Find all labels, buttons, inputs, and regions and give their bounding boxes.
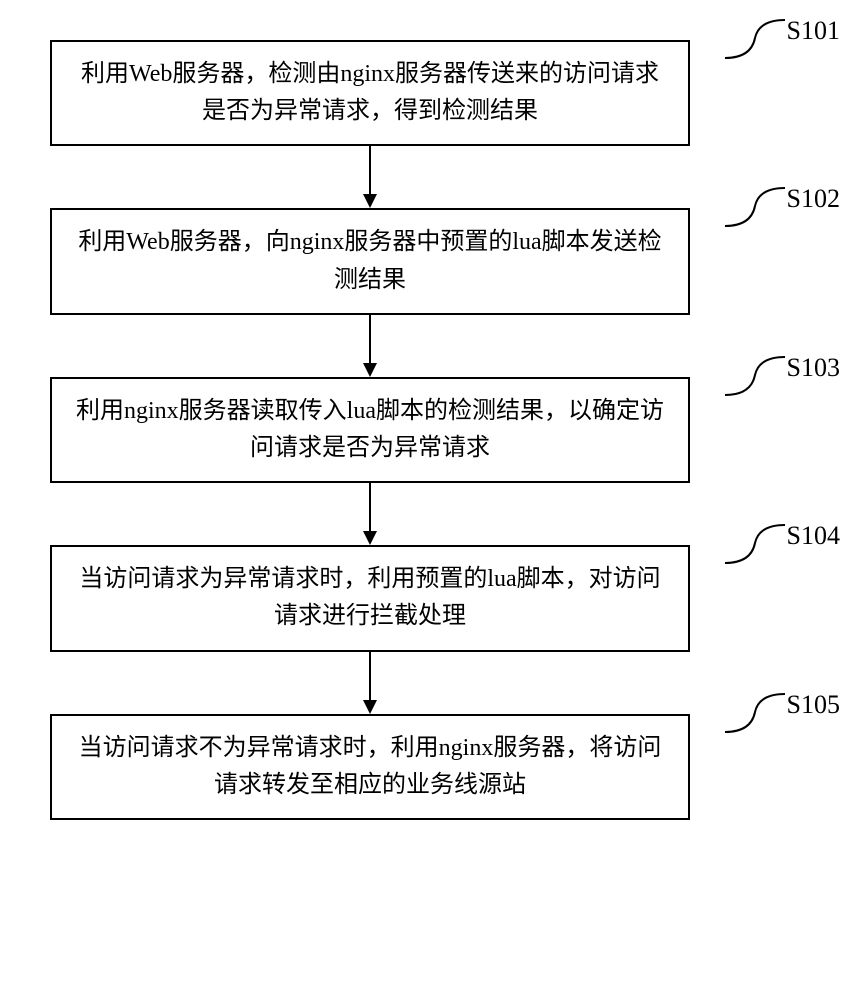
- step-box-s105: 当访问请求不为异常请求时，利用nginx服务器，将访问请求转发至相应的业务线源站: [50, 714, 690, 820]
- step-box-s104: 当访问请求为异常请求时，利用预置的lua脚本，对访问请求进行拦截处理: [50, 545, 690, 651]
- step-box-s103: 利用nginx服务器读取传入lua脚本的检测结果，以确定访问请求是否为异常请求: [50, 377, 690, 483]
- arrow-down-icon: [360, 146, 380, 208]
- step-row: 利用Web服务器，向nginx服务器中预置的lua脚本发送检测结果 S102: [20, 208, 840, 314]
- step-id-label: S104: [787, 521, 840, 551]
- step-box-s101: 利用Web服务器，检测由nginx服务器传送来的访问请求是否为异常请求，得到检测…: [50, 40, 690, 146]
- arrow-down: [50, 483, 690, 545]
- arrow-down-icon: [360, 652, 380, 714]
- connector-curve-icon: [725, 186, 785, 230]
- connector-curve-icon: [725, 355, 785, 399]
- step-id-label: S102: [787, 184, 840, 214]
- step-label-wrap: S105: [725, 692, 840, 736]
- connector-curve-icon: [725, 692, 785, 736]
- arrow-down-icon: [360, 483, 380, 545]
- step-label-wrap: S102: [725, 186, 840, 230]
- step-text: 当访问请求不为异常请求时，利用nginx服务器，将访问请求转发至相应的业务线源站: [79, 735, 662, 798]
- arrow-down: [50, 652, 690, 714]
- step-text: 当访问请求为异常请求时，利用预置的lua脚本，对访问请求进行拦截处理: [79, 566, 660, 629]
- step-row: 当访问请求为异常请求时，利用预置的lua脚本，对访问请求进行拦截处理 S104: [20, 545, 840, 651]
- step-label-wrap: S103: [725, 355, 840, 399]
- step-id-label: S103: [787, 353, 840, 383]
- arrow-down: [50, 315, 690, 377]
- step-text: 利用Web服务器，向nginx服务器中预置的lua脚本发送检测结果: [78, 229, 661, 292]
- connector-curve-icon: [725, 18, 785, 62]
- step-label-wrap: S101: [725, 18, 840, 62]
- step-row: 当访问请求不为异常请求时，利用nginx服务器，将访问请求转发至相应的业务线源站…: [20, 714, 840, 820]
- step-text: 利用nginx服务器读取传入lua脚本的检测结果，以确定访问请求是否为异常请求: [76, 398, 664, 461]
- flowchart-container: 利用Web服务器，检测由nginx服务器传送来的访问请求是否为异常请求，得到检测…: [20, 40, 840, 820]
- connector-curve-icon: [725, 523, 785, 567]
- step-row: 利用Web服务器，检测由nginx服务器传送来的访问请求是否为异常请求，得到检测…: [20, 40, 840, 146]
- step-row: 利用nginx服务器读取传入lua脚本的检测结果，以确定访问请求是否为异常请求 …: [20, 377, 840, 483]
- arrow-down: [50, 146, 690, 208]
- step-text: 利用Web服务器，检测由nginx服务器传送来的访问请求是否为异常请求，得到检测…: [81, 61, 659, 124]
- step-box-s102: 利用Web服务器，向nginx服务器中预置的lua脚本发送检测结果: [50, 208, 690, 314]
- step-id-label: S105: [787, 690, 840, 720]
- arrow-down-icon: [360, 315, 380, 377]
- step-id-label: S101: [787, 16, 840, 46]
- step-label-wrap: S104: [725, 523, 840, 567]
